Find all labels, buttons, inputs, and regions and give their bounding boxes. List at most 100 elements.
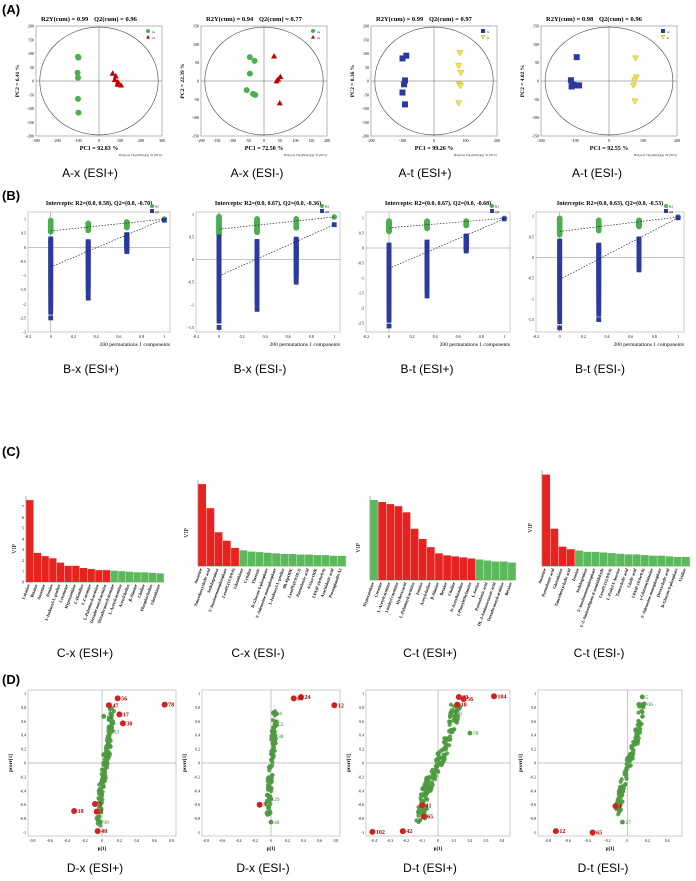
data-point <box>75 95 81 102</box>
x-tick-label: -0.4 <box>585 839 591 843</box>
x-tick-label: 0.4 <box>134 839 139 843</box>
data-point <box>114 81 121 87</box>
q2-point <box>161 217 167 223</box>
metabolite-point <box>423 788 428 793</box>
significant-point <box>94 828 101 835</box>
y-tick-label: -1.5 <box>20 287 26 292</box>
intercepts-header: Intercepts: R2=(0.0, 0.63), Q2=(0.0, -0.… <box>557 200 663 207</box>
y-tick-label: -0.6 <box>20 803 26 807</box>
metabolite-point <box>98 780 104 785</box>
category-label: Inosine <box>45 584 54 598</box>
metabolite-point <box>631 751 636 756</box>
q2-point <box>596 311 602 317</box>
significant-point-label: 78 <box>168 703 174 709</box>
vip-bar <box>681 556 690 566</box>
y-tick-label: 0.5 <box>189 234 194 239</box>
x-tick-label: -200 <box>367 138 374 143</box>
metabolite-point <box>266 787 272 792</box>
section-label-a: (A) <box>2 2 21 17</box>
legend-r2-marker <box>150 204 154 208</box>
q2-point <box>557 309 563 315</box>
y-tick-label: 0.5 <box>21 231 26 236</box>
significant-point-label: 56 <box>121 696 127 702</box>
metabolite-point <box>633 727 638 732</box>
caption-d-t-neg: D-t (ESI-) <box>577 861 629 875</box>
vip-bar <box>141 572 149 582</box>
y-tick-label: 0 <box>534 762 536 766</box>
y-tick-label: 0.5 <box>529 234 534 239</box>
y-tick-label: -150 <box>362 120 369 125</box>
q2-point <box>424 293 430 299</box>
data-point <box>243 87 250 94</box>
metabolite-point <box>626 755 631 760</box>
category-label: Uridine <box>677 568 686 583</box>
significant-point <box>419 802 425 809</box>
q2-point <box>557 319 563 325</box>
data-point <box>632 55 639 62</box>
metabolite-point <box>618 796 623 801</box>
q2-regression-line <box>218 224 335 277</box>
q2-point <box>254 302 260 307</box>
y-tick-label: -200 <box>362 134 369 139</box>
vip-bar <box>491 561 500 580</box>
intercepts-header: Intercepts: R2=(0.0, 0.67), Q2=(0.0, -0.… <box>385 200 491 207</box>
metabolite-point <box>638 730 643 735</box>
metabolite-point <box>104 745 110 750</box>
vip-bar <box>459 557 468 580</box>
caption-b-x-neg: B-x (ESI-) <box>233 362 287 376</box>
y-tick-label: 0.8 <box>359 706 364 710</box>
section-label-c: (C) <box>2 444 21 459</box>
y-tick-label: 0.4 <box>195 734 200 738</box>
x-tick-label: -0.2 <box>363 334 369 339</box>
point-label: 53 <box>278 722 284 728</box>
significant-point-label: 5 <box>99 802 102 808</box>
vip-bar <box>156 573 164 582</box>
permutation-plot-b-x-neg: Intercepts: R2=(0.0, 0.67), Q2=(0.0, -0.… <box>188 200 341 348</box>
y-tick-label: 0 <box>367 79 369 84</box>
header-q2: Q2(cum) = 0.96 <box>599 16 643 23</box>
y-tick-label: -1 <box>361 831 364 835</box>
q2-point <box>48 300 54 306</box>
x-tick-label: 0 <box>626 839 628 843</box>
vip-bar <box>110 570 118 582</box>
header-r2y: R2Y(cum) = 0.94 <box>206 16 254 23</box>
permutation-plot-b-x-pos: Intercepts: R2=(0.0, 0.58), Q2=(0.0, -0.… <box>20 200 171 348</box>
significant-point-label: 47 <box>112 703 118 709</box>
metabolite-point <box>447 722 452 727</box>
significant-point-label: 56 <box>467 697 473 703</box>
y-tick-label: -50 <box>364 92 369 97</box>
vip-bar <box>133 572 141 582</box>
significant-point-label: 104 <box>498 694 507 700</box>
data-point <box>573 54 580 61</box>
y-tick-label: 1 <box>198 692 200 696</box>
significant-point <box>331 702 338 709</box>
metabolite-point <box>422 781 427 787</box>
metabolite-point <box>447 734 453 739</box>
q2-point <box>386 305 392 311</box>
x-tick-label: 0.2 <box>240 334 245 339</box>
header-q2: Q2(cum) = 0.97 <box>429 16 473 23</box>
x-axis-label: PC1 = 92.55 % <box>590 146 628 152</box>
x-tick-label: 0.8 <box>479 334 484 339</box>
significant-point-label: 30 <box>126 721 132 727</box>
footer-note: Hot(pos) Tn(a)bi0(a)(g) 32 (95%) <box>454 153 497 157</box>
vip-bar <box>56 562 65 582</box>
x-tick-label: -100 <box>399 138 406 143</box>
data-point <box>401 81 408 88</box>
significant-point <box>298 693 305 700</box>
metabolite-point <box>101 752 107 758</box>
y-tick-label: -50 <box>534 97 539 102</box>
q2-point <box>557 325 563 331</box>
metabolite-point <box>272 721 278 727</box>
vip-bar <box>272 553 281 566</box>
significant-point <box>369 828 376 835</box>
category-label: Betaine <box>504 582 513 597</box>
caption-c-t-pos: C-t (ESI+) <box>403 646 457 660</box>
data-point <box>74 69 81 76</box>
vip-bar <box>443 555 451 580</box>
metabolite-point <box>430 782 435 787</box>
x-tick-label: 0.4 <box>433 334 438 339</box>
data-point <box>109 70 116 76</box>
q2-regression-line <box>559 217 679 280</box>
vip-bar <box>148 572 157 582</box>
